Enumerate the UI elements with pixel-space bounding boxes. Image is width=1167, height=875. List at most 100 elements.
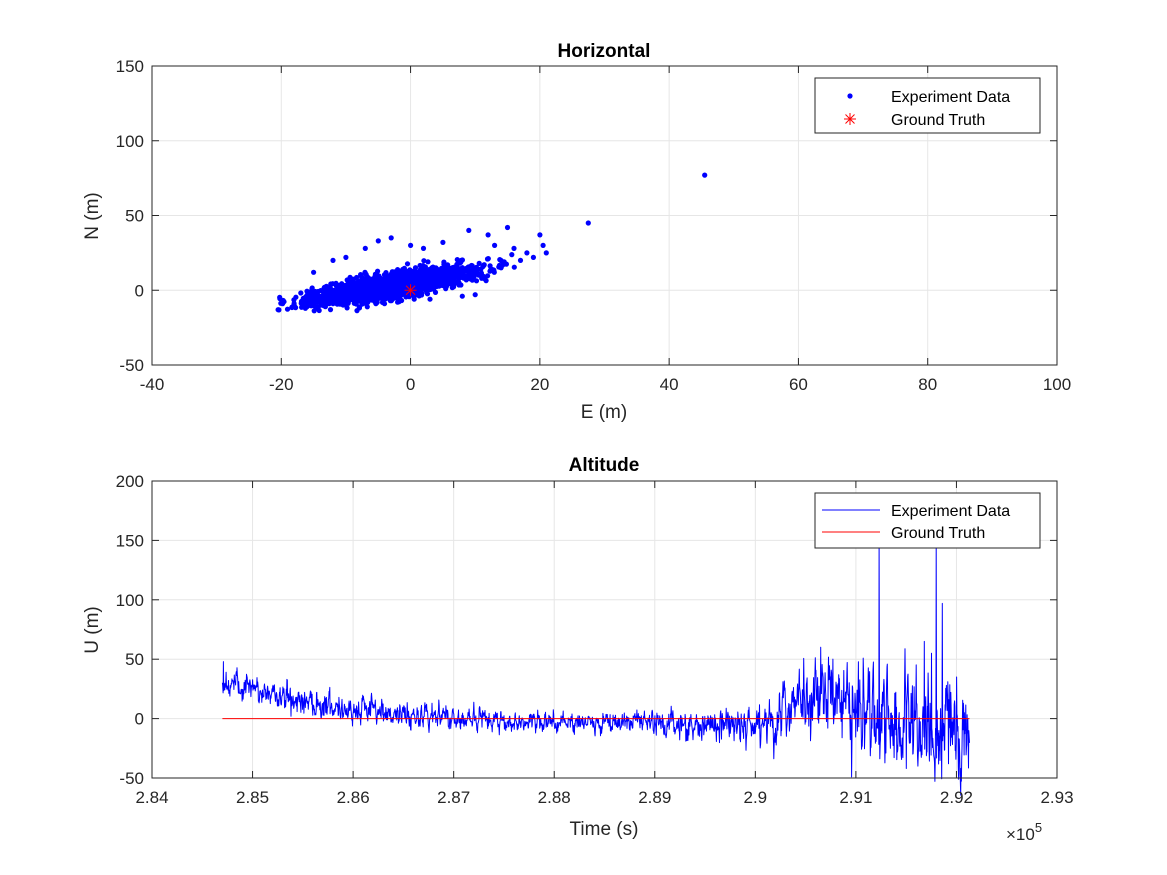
experiment-point — [343, 254, 349, 260]
experiment-point — [485, 232, 491, 238]
experiment-point — [408, 242, 414, 248]
experiment-point — [309, 285, 315, 291]
experiment-point — [399, 297, 405, 304]
experiment-point — [374, 280, 380, 286]
altitude-xtick-label: 2.89 — [638, 788, 671, 807]
experiment-point — [318, 288, 324, 294]
experiment-point — [317, 298, 323, 304]
experiment-point — [277, 296, 283, 302]
experiment-point — [458, 259, 464, 265]
experiment-point — [330, 301, 336, 307]
altitude-x-exponent-power: 5 — [1035, 820, 1042, 835]
experiment-point — [367, 281, 373, 287]
horizontal-xtick-label: 60 — [789, 375, 808, 394]
altitude-xlabel: Time (s) — [570, 819, 639, 840]
horizontal-title: Horizontal — [558, 41, 651, 62]
altitude-xtick-label: 2.87 — [437, 788, 470, 807]
experiment-point — [466, 272, 472, 278]
experiment-point — [328, 289, 334, 295]
experiment-point — [321, 301, 327, 307]
horizontal-xtick-label: 0 — [406, 375, 415, 394]
horizontal-ytick-label: 50 — [125, 207, 144, 226]
experiment-point — [384, 293, 390, 299]
experiment-point — [543, 250, 549, 256]
experiment-point — [356, 305, 363, 311]
experiment-point — [511, 264, 517, 270]
experiment-point — [386, 279, 392, 286]
experiment-point — [440, 239, 446, 245]
experiment-point — [489, 266, 495, 273]
experiment-line — [221, 539, 970, 796]
experiment-point — [342, 285, 348, 291]
altitude-x-exponent: ×105 — [1006, 820, 1042, 844]
experiment-point — [420, 263, 426, 269]
experiment-point — [375, 238, 381, 244]
altitude-xtick-label: 2.93 — [1040, 788, 1073, 807]
experiment-point — [503, 261, 509, 267]
experiment-point — [456, 282, 462, 288]
experiment-point — [446, 268, 452, 274]
experiment-point — [504, 224, 511, 231]
experiment-point — [497, 257, 503, 263]
experiment-point — [454, 267, 460, 274]
experiment-point — [472, 292, 478, 298]
experiment-point — [443, 278, 449, 284]
horizontal-chart: -40 -20 0 20 40 60 80 100 -50 0 50 100 150 Horizonta… — [82, 41, 1071, 423]
experiment-point — [450, 277, 456, 283]
horizontal-ticks: -40 -20 0 20 40 60 80 100 -50 0 50 100 150 — [116, 57, 1072, 394]
altitude-title: Altitude — [569, 455, 640, 476]
experiment-point — [400, 266, 406, 272]
experiment-point — [305, 290, 311, 296]
experiment-point — [524, 250, 530, 256]
experiment-point — [354, 274, 360, 281]
altitude-ytick-label: 100 — [116, 591, 144, 610]
experiment-point — [338, 298, 345, 305]
experiment-point — [344, 305, 350, 311]
experiment-point — [275, 307, 281, 313]
experiment-point — [316, 307, 322, 314]
experiment-point — [356, 278, 362, 285]
experiment-point — [444, 283, 450, 289]
altitude-xtick-label: 2.88 — [538, 788, 571, 807]
experiment-point — [399, 290, 405, 296]
horizontal-xtick-label: -20 — [269, 375, 294, 394]
altitude-legend-ground-truth: Ground Truth — [891, 525, 985, 542]
horizontal-legend-box — [814, 77, 1041, 134]
altitude-ticks: 2.84 2.85 2.86 2.87 2.88 2.89 2.9 2.91 2.92 2.93 -… — [116, 472, 1074, 807]
experiment-point — [424, 291, 431, 297]
experiment-point — [306, 299, 312, 305]
altitude-data — [221, 539, 970, 796]
experiment-point — [380, 278, 386, 284]
experiment-point — [413, 288, 419, 294]
experiment-point — [402, 283, 408, 289]
altitude-x-exponent-base: ×10 — [1006, 825, 1035, 844]
experiment-point — [406, 279, 412, 285]
experiment-point — [388, 235, 394, 241]
experiment-point — [430, 274, 436, 280]
horizontal-xtick-label: 80 — [918, 375, 937, 394]
experiment-point — [304, 295, 310, 301]
experiment-point — [473, 264, 480, 270]
experiment-point — [420, 245, 427, 251]
experiment-point — [435, 267, 441, 274]
altitude-ytick-label: 200 — [116, 472, 144, 491]
altitude-ytick-label: 0 — [135, 710, 144, 729]
experiment-point — [323, 286, 330, 292]
experiment-point — [327, 307, 334, 313]
experiment-point — [433, 283, 440, 290]
experiment-point — [404, 261, 411, 267]
horizontal-data — [275, 172, 708, 314]
experiment-point — [449, 285, 455, 291]
experiment-point — [421, 258, 427, 264]
altitude-legend-box — [814, 492, 1041, 549]
experiment-point — [585, 220, 591, 226]
horizontal-xtick-label: 20 — [530, 375, 549, 394]
experiment-point — [420, 275, 426, 281]
legend-marker-experiment-dot — [847, 93, 853, 99]
experiment-point — [365, 298, 371, 304]
altitude-ylabel: U (m) — [82, 606, 103, 653]
experiment-point — [345, 300, 351, 306]
experiment-point — [702, 172, 708, 178]
horizontal-ytick-label: -50 — [119, 356, 144, 375]
experiment-point — [432, 289, 439, 295]
